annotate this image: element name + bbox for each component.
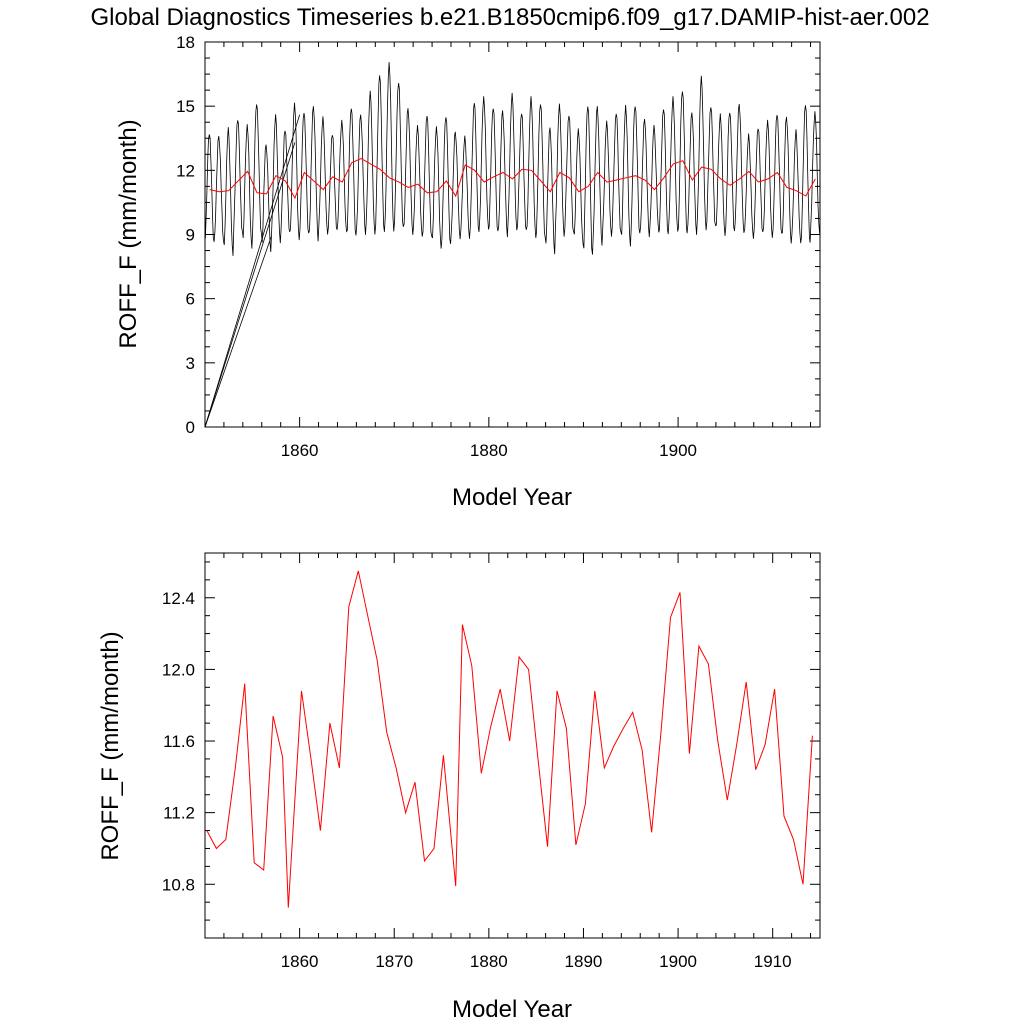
top-y-tick-label: 18 bbox=[176, 33, 195, 52]
bottom-y-tick-label: 11.2 bbox=[163, 804, 195, 823]
top-y-axis-label: ROFF_F (mm/month) bbox=[115, 119, 142, 348]
bottom-x-tick-label: 1870 bbox=[375, 952, 413, 971]
bottom-plot-area bbox=[206, 570, 813, 908]
figure-title: Global Diagnostics Timeseries b.e21.B185… bbox=[90, 4, 929, 31]
bottom-x-tick-label: 1900 bbox=[659, 952, 697, 971]
bottom-y-tick-label: 12.0 bbox=[162, 660, 195, 679]
bottom-y-tick-label: 10.8 bbox=[162, 875, 195, 894]
top-y-tick-label: 3 bbox=[186, 354, 195, 373]
top-y-tick-label: 15 bbox=[176, 97, 195, 116]
bottom-y-tick-label: 11.6 bbox=[163, 732, 195, 751]
bottom-x-tick-label: 1880 bbox=[470, 952, 508, 971]
bottom-panel: 1860 1870 1880 1890 1900 1910 10.8 11.2 11.6 12.0… bbox=[162, 552, 821, 971]
top-y-tick-label: 12 bbox=[176, 161, 195, 180]
top-monthly-series-line bbox=[205, 62, 820, 256]
top-y-tick-label: 9 bbox=[186, 226, 195, 245]
bottom-y-tick-label: 12.4 bbox=[162, 589, 195, 608]
top-annual-mean-line bbox=[209, 158, 816, 200]
top-wrap-line bbox=[205, 236, 272, 427]
top-x-tick-label: 1880 bbox=[470, 441, 508, 460]
top-x-tick-label: 1900 bbox=[659, 441, 697, 460]
bottom-y-axis-label: ROFF_F (mm/month) bbox=[97, 631, 124, 860]
top-x-axis-label: Model Year bbox=[452, 484, 572, 511]
bottom-x-tick-label: 1860 bbox=[281, 952, 319, 971]
top-wrap-line bbox=[205, 142, 296, 427]
top-y-tick-label: 6 bbox=[186, 290, 195, 309]
bottom-x-axis-label: Model Year bbox=[452, 996, 572, 1023]
top-y-tick-label: 0 bbox=[186, 418, 195, 437]
top-wrap-line bbox=[205, 114, 300, 427]
bottom-plot-frame bbox=[204, 552, 821, 939]
top-plot-area bbox=[205, 62, 820, 427]
top-panel: 1860 1880 1900 0 3 6 9 12 15 18 bbox=[176, 33, 821, 460]
top-x-tick-label: 1860 bbox=[281, 441, 319, 460]
bottom-annual-mean-line bbox=[206, 570, 813, 908]
bottom-x-tick-label: 1910 bbox=[754, 952, 792, 971]
bottom-x-tick-label: 1890 bbox=[565, 952, 603, 971]
